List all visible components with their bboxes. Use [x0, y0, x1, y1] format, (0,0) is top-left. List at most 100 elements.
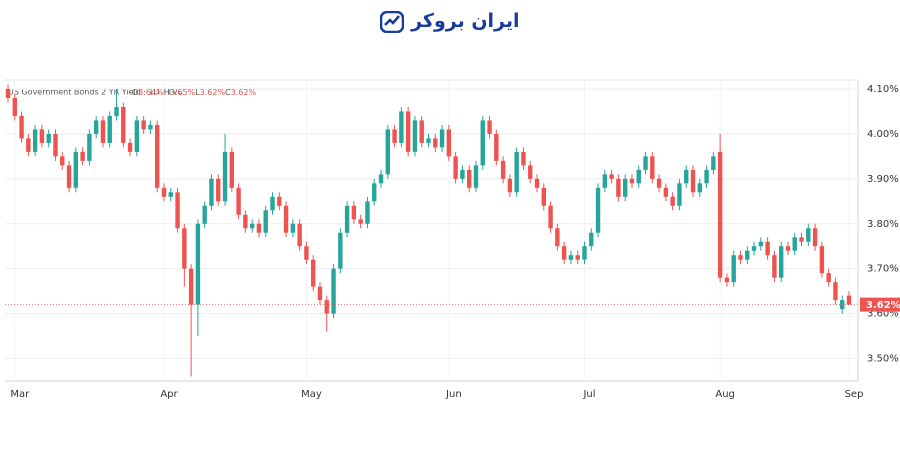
ohlc-letter: C	[225, 88, 231, 97]
candle-body	[331, 268, 336, 314]
candle-body	[819, 246, 825, 274]
candle-body	[575, 255, 580, 260]
candle-body	[311, 259, 316, 287]
candle-body	[365, 201, 370, 224]
candle-body	[731, 255, 736, 283]
candle-body	[372, 183, 377, 202]
candle-body	[73, 151, 79, 188]
candle-body	[677, 183, 682, 206]
ohlc-value: 3.65%	[170, 88, 196, 97]
candle-body	[80, 151, 85, 161]
candle-body	[460, 169, 465, 179]
candle-body	[507, 178, 513, 193]
candle-body	[480, 120, 485, 166]
candle-body	[93, 120, 99, 134]
candle-body	[487, 120, 492, 134]
candle-body	[195, 223, 201, 305]
x-tick-label: Sep	[845, 389, 864, 400]
candle-body	[283, 205, 289, 233]
x-tick-label: Aug	[715, 389, 735, 400]
candle-body	[378, 174, 384, 184]
candle-body	[792, 237, 797, 251]
candle-body	[168, 192, 173, 197]
candle-body	[392, 129, 397, 143]
candle-body	[772, 255, 777, 278]
x-tick-label: Jul	[582, 389, 595, 400]
y-tick-label: 3.50%	[867, 354, 899, 365]
candle-body	[229, 151, 235, 188]
candle-body	[107, 115, 112, 143]
candle-body	[236, 187, 241, 215]
candle-body	[521, 151, 526, 166]
candle-body	[433, 138, 438, 148]
candle-body	[446, 129, 452, 157]
last-price-label: 3.62%	[866, 300, 900, 311]
candle-body	[60, 156, 65, 166]
candle-body	[66, 165, 72, 188]
candle-body	[202, 205, 207, 224]
candle-body	[609, 174, 614, 179]
candle-body	[270, 196, 275, 211]
candle-body	[778, 246, 784, 278]
candle-body	[5, 88, 11, 98]
candle-body	[555, 228, 560, 247]
candle-body	[385, 129, 391, 175]
candle-body	[473, 165, 479, 188]
candle-body	[439, 129, 445, 148]
candle-body	[127, 142, 133, 152]
candle-body	[629, 178, 635, 184]
candle-body	[534, 178, 540, 188]
candle-body	[358, 219, 363, 224]
candle-body	[216, 178, 221, 202]
candle-body	[141, 120, 146, 130]
candle-body	[494, 133, 499, 161]
candle-body	[405, 111, 411, 152]
x-tick-label: Apr	[160, 389, 178, 400]
candle-body	[684, 169, 689, 184]
candle-body	[561, 246, 567, 260]
candle-body	[799, 237, 804, 242]
candle-body	[399, 111, 404, 143]
candle-body	[46, 133, 51, 143]
candle-body	[426, 138, 431, 143]
ohlc-value: 3.62%	[200, 88, 226, 97]
x-tick-label: Mar	[10, 389, 30, 400]
logo: ایران بروکر	[0, 10, 900, 33]
candle-body	[175, 192, 180, 229]
candle-body	[704, 169, 709, 184]
candle-body	[724, 277, 730, 283]
candle-body	[514, 151, 519, 193]
candle-body	[690, 169, 696, 193]
candle-body	[256, 223, 262, 233]
candle-body	[738, 255, 743, 260]
candle-body	[148, 124, 153, 130]
ohlc-value: 3.62%	[231, 88, 257, 97]
candle-body	[846, 295, 852, 305]
candle-body	[182, 228, 187, 269]
candle-body	[568, 255, 574, 260]
candle-body	[338, 232, 343, 269]
candle-body	[297, 223, 302, 247]
candle-body	[643, 156, 648, 170]
candle-body	[602, 174, 608, 188]
candle-body	[697, 183, 702, 193]
candle-body	[582, 246, 587, 260]
candle-body	[751, 246, 757, 251]
candle-body	[453, 156, 458, 179]
last-price-box	[860, 297, 900, 312]
candle-body	[161, 187, 167, 197]
candle-body	[277, 196, 282, 206]
y-tick-label: 4.00%	[867, 129, 899, 140]
ohlc-letter: H	[164, 88, 170, 97]
candle-body	[636, 169, 641, 184]
candle-body	[317, 286, 323, 301]
candle-body	[304, 246, 309, 260]
candle-body	[12, 97, 17, 116]
candle-body	[32, 129, 38, 152]
candle-body	[717, 151, 723, 278]
candle-body	[711, 156, 716, 170]
candle-body	[222, 151, 228, 202]
x-tick-label: May	[301, 389, 322, 400]
